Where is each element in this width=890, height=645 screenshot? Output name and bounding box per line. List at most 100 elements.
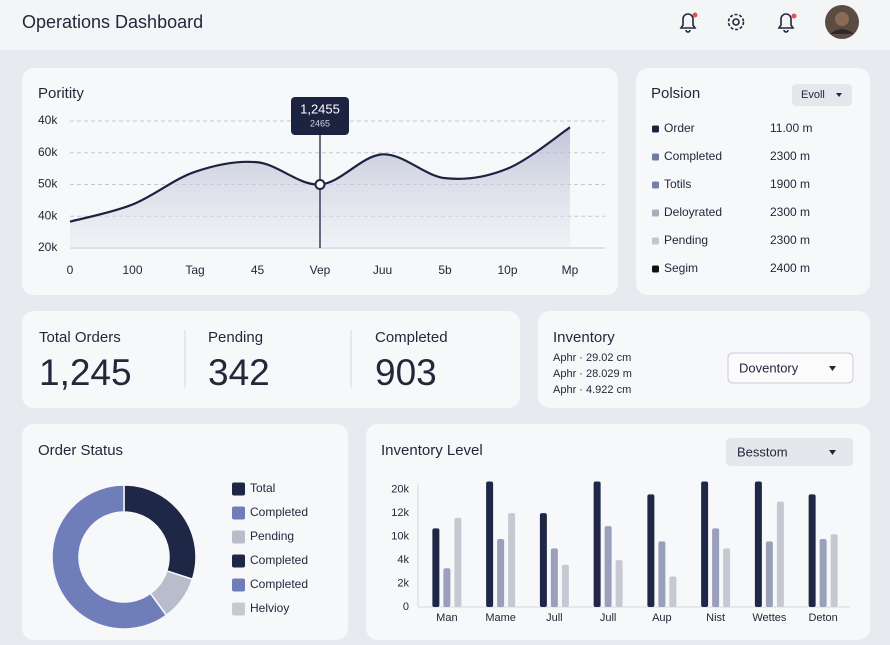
kpi-value: 342 [208,352,270,393]
legend-label: Completed [250,577,308,591]
legend-swatch [652,181,659,189]
x-tick-label: 45 [251,263,265,277]
inventory-line: Aphr · 29.02 cm [553,352,631,364]
item-name: Pending [664,233,708,247]
kpi-value: 903 [375,352,437,393]
item-value: 2300 m [770,233,810,247]
bar [508,513,516,607]
tooltip [291,97,349,135]
avatar[interactable] [825,5,859,39]
item-name: Completed [664,149,722,163]
bar [561,564,569,607]
legend-swatch [232,602,245,616]
alerts-icon[interactable] [777,13,797,33]
item-name: Deloyrated [664,205,722,219]
legend-label: Pending [250,529,294,543]
y-tick-label: 12k [391,507,409,519]
x-tick-label: 5b [438,263,452,277]
card [538,311,870,408]
x-tick-label: Vep [310,263,331,277]
x-tick-label: Mame [485,612,516,624]
bar [443,568,451,607]
bar [486,481,494,607]
bar [604,526,612,607]
legend-swatch [232,482,245,496]
legend-swatch [232,554,245,568]
tooltip-subtitle: 2465 [310,118,330,128]
x-tick-label: Man [436,612,457,624]
legend-swatch [232,506,245,520]
bar [615,560,623,607]
bar [723,548,731,607]
dropdown-label[interactable]: Besstom [737,444,788,459]
y-tick-label: 20k [391,484,409,496]
bar [539,513,547,607]
bar [701,481,709,607]
header-bar [0,0,890,50]
notification-icon[interactable] [679,12,698,33]
x-tick-label: 100 [122,263,142,277]
dropdown-label[interactable]: Doventory [739,360,799,375]
dropdown[interactable]: Doventory [727,352,854,384]
chart-title: Inventory Level [381,442,483,459]
inventory-line: Aphr · 4.922 cm [553,384,631,396]
item-value: 2300 m [770,205,810,219]
x-tick-label: 10p [497,263,517,277]
bar [593,481,601,607]
chart-title: Poritity [38,85,84,102]
panel-title: Polsion [651,85,700,102]
x-tick-label: 0 [67,263,74,277]
bar [647,494,655,607]
bar [669,576,677,607]
header-title: Operations Dashboard [22,12,203,32]
y-tick-label: 50k [38,177,58,191]
item-value: 1900 m [770,177,810,191]
bar [754,481,762,607]
card [22,311,520,408]
pie-segment [51,484,168,630]
legend-swatch [652,153,659,161]
bar [497,538,505,607]
bar [712,528,720,607]
point-marker [314,179,326,190]
x-tick-label: Jull [546,612,563,624]
card [636,68,870,295]
y-tick-label: 20k [38,240,58,254]
kpi-label: Completed [375,329,448,346]
legend-swatch [652,265,659,273]
x-tick-label: Nist [706,612,725,624]
y-tick-label: 40k [38,208,58,222]
kpi-label: Pending [208,329,263,346]
item-value: 2400 m [770,261,810,275]
y-tick-label: 60k [38,145,58,159]
y-tick-label: 40k [38,113,58,127]
x-tick-label: Juu [373,263,392,277]
legend-swatch [652,125,659,133]
item-name: Totils [664,177,691,191]
chart-title: Order Status [38,442,123,459]
y-tick-label: 10k [391,531,409,543]
x-tick-label: Wettes [752,612,787,624]
bar [432,528,440,607]
dropdown-label[interactable]: Evoll [801,89,825,101]
y-tick-label: 2k [397,577,409,589]
legend-label: Completed [250,505,308,519]
x-tick-label: Jull [600,612,617,624]
y-tick-label: 0 [403,601,409,613]
bar [454,517,462,607]
bar [776,501,784,607]
item-value: 11.00 m [770,121,812,135]
legend-swatch [232,530,245,544]
bar [830,534,838,607]
dropdown[interactable]: Besstom [726,438,853,466]
kpi-value: 1,245 [39,352,132,393]
x-tick-label: Deton [808,612,837,624]
tooltip-title: 1,2455 [300,101,340,116]
bar [819,538,827,607]
settings-icon[interactable] [727,13,745,31]
legend-swatch [652,209,659,217]
dropdown[interactable]: Evoll [792,84,852,106]
item-name: Segim [664,261,698,275]
card-title: Inventory [553,329,615,346]
